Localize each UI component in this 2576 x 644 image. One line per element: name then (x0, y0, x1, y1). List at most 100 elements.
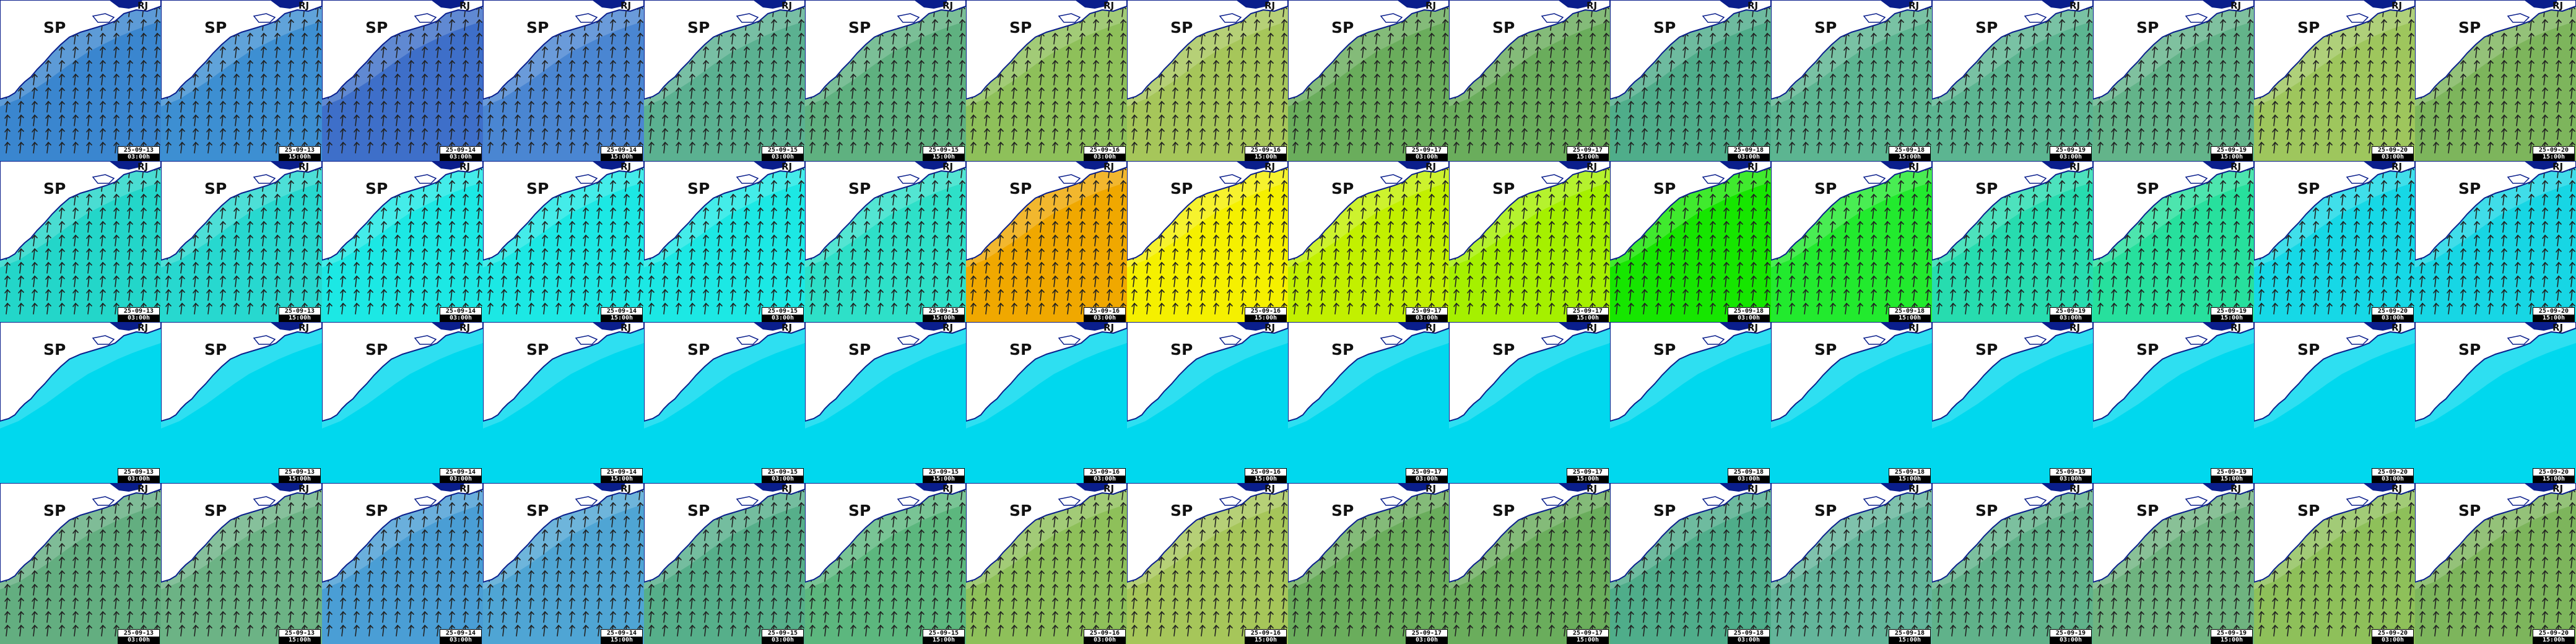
timestamp-badge: 25-09-14 03:00h (440, 307, 482, 322)
state-label-sp: SP (1975, 19, 1998, 37)
forecast-tile: SP RJ 25-09-18 03:00h (1610, 483, 1771, 644)
forecast-map (1610, 0, 1771, 161)
forecast-tile: SP RJ 25-09-19 03:00h (1932, 161, 2093, 322)
timestamp-date: 25-09-20 (2377, 147, 2408, 154)
state-label-rj: RJ (942, 161, 954, 172)
timestamp-badge: 25-09-13 03:00h (118, 468, 160, 483)
timestamp-date: 25-09-15 (928, 630, 959, 637)
forecast-tile: SP RJ 25-09-17 03:00h (1288, 161, 1449, 322)
state-label-sp: SP (1009, 180, 1032, 198)
timestamp-hour: 03:00h (1084, 637, 1125, 643)
timestamp-date: 25-09-18 (1733, 308, 1764, 315)
forecast-map (483, 161, 644, 322)
timestamp-date: 25-09-19 (2216, 469, 2247, 476)
state-label-sp: SP (1975, 341, 1998, 359)
state-label-rj: RJ (298, 483, 310, 494)
timestamp-date: 25-09-15 (767, 308, 798, 315)
state-label-sp: SP (1492, 180, 1515, 198)
state-label-sp: SP (1653, 19, 1676, 37)
forecast-map (2254, 161, 2415, 322)
timestamp-badge: 25-09-15 03:00h (762, 146, 804, 161)
state-label-sp: SP (687, 502, 710, 520)
forecast-map (966, 161, 1127, 322)
timestamp-hour: 03:00h (2050, 315, 2091, 321)
timestamp-badge: 25-09-13 15:00h (279, 629, 321, 644)
forecast-tile: SP RJ 25-09-16 03:00h (966, 322, 1127, 483)
state-label-rj: RJ (781, 322, 793, 333)
state-label-rj: RJ (137, 161, 149, 172)
timestamp-badge: 25-09-19 15:00h (2211, 629, 2253, 644)
timestamp-date: 25-09-19 (2055, 469, 2086, 476)
timestamp-badge: 25-09-19 03:00h (2050, 468, 2092, 483)
state-label-rj: RJ (1908, 161, 1920, 172)
timestamp-badge: 25-09-18 03:00h (1728, 468, 1770, 483)
timestamp-badge: 25-09-16 15:00h (1245, 307, 1287, 322)
forecast-map (0, 161, 161, 322)
forecast-tile: SP RJ 25-09-13 15:00h (161, 322, 322, 483)
timestamp-badge: 25-09-13 15:00h (279, 146, 321, 161)
timestamp-hour: 03:00h (2372, 315, 2413, 321)
state-label-rj: RJ (2391, 483, 2403, 494)
state-label-sp: SP (1492, 502, 1515, 520)
timestamp-hour: 03:00h (440, 476, 481, 482)
state-label-rj: RJ (1586, 483, 1598, 494)
timestamp-date: 25-09-13 (284, 630, 315, 637)
forecast-map (1288, 483, 1449, 644)
forecast-tile: SP RJ 25-09-16 03:00h (966, 161, 1127, 322)
timestamp-hour: 15:00h (601, 315, 642, 321)
timestamp-badge: 25-09-15 15:00h (923, 629, 965, 644)
state-label-rj: RJ (781, 161, 793, 172)
forecast-map (0, 483, 161, 644)
timestamp-date: 25-09-17 (1411, 469, 1442, 476)
state-label-rj: RJ (620, 322, 632, 333)
timestamp-badge: 25-09-17 15:00h (1567, 307, 1609, 322)
timestamp-hour: 03:00h (1406, 637, 1447, 643)
timestamp-date: 25-09-16 (1089, 469, 1120, 476)
forecast-map (1449, 161, 1610, 322)
timestamp-hour: 15:00h (923, 476, 964, 482)
timestamp-hour: 03:00h (1406, 315, 1447, 321)
state-label-rj: RJ (1103, 483, 1115, 494)
state-label-rj: RJ (2230, 322, 2242, 333)
state-label-rj: RJ (137, 322, 149, 333)
state-label-rj: RJ (459, 0, 471, 11)
state-label-rj: RJ (2069, 0, 2081, 11)
forecast-tile: SP RJ 25-09-16 03:00h (966, 0, 1127, 161)
timestamp-hour: 15:00h (923, 154, 964, 160)
forecast-tile: SP RJ 25-09-19 15:00h (2093, 483, 2254, 644)
state-label-rj: RJ (942, 322, 954, 333)
forecast-tile: SP RJ 25-09-17 03:00h (1288, 483, 1449, 644)
state-label-sp: SP (204, 180, 227, 198)
forecast-map (161, 161, 322, 322)
state-label-rj: RJ (298, 161, 310, 172)
forecast-tile: SP RJ 25-09-15 03:00h (644, 322, 805, 483)
state-label-rj: RJ (942, 483, 954, 494)
timestamp-badge: 25-09-17 15:00h (1567, 146, 1609, 161)
timestamp-badge: 25-09-15 03:00h (762, 468, 804, 483)
state-label-rj: RJ (1264, 161, 1276, 172)
timestamp-hour: 03:00h (440, 154, 481, 160)
timestamp-date: 25-09-16 (1250, 469, 1281, 476)
forecast-tile: SP RJ 25-09-20 15:00h (2415, 483, 2576, 644)
timestamp-badge: 25-09-20 15:00h (2533, 146, 2575, 161)
timestamp-hour: 15:00h (601, 476, 642, 482)
timestamp-badge: 25-09-13 15:00h (279, 307, 321, 322)
forecast-map (322, 483, 483, 644)
state-label-rj: RJ (459, 161, 471, 172)
timestamp-badge: 25-09-20 15:00h (2533, 468, 2575, 483)
forecast-tile: SP RJ 25-09-18 15:00h (1771, 161, 1932, 322)
forecast-map (1127, 322, 1288, 483)
forecast-map (1288, 322, 1449, 483)
timestamp-date: 25-09-17 (1572, 469, 1603, 476)
state-label-rj: RJ (2069, 161, 2081, 172)
timestamp-date: 25-09-17 (1411, 308, 1442, 315)
forecast-map (0, 0, 161, 161)
state-label-rj: RJ (1425, 0, 1437, 11)
timestamp-badge: 25-09-16 03:00h (1084, 468, 1126, 483)
timestamp-badge: 25-09-14 15:00h (601, 146, 643, 161)
timestamp-date: 25-09-18 (1894, 308, 1925, 315)
state-label-sp: SP (1492, 19, 1515, 37)
timestamp-date: 25-09-14 (606, 308, 637, 315)
timestamp-badge: 25-09-18 15:00h (1889, 468, 1931, 483)
forecast-map (2093, 0, 2254, 161)
